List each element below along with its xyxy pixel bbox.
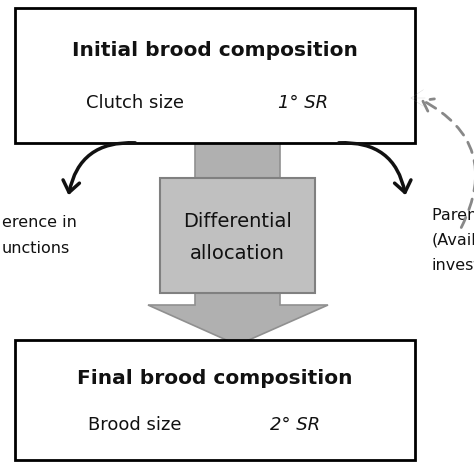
Text: (Availa.: (Availa.	[432, 233, 474, 247]
Text: Parental c: Parental c	[432, 208, 474, 222]
Text: erence in: erence in	[2, 215, 77, 229]
FancyArrowPatch shape	[339, 143, 411, 192]
Text: unctions: unctions	[2, 240, 70, 255]
Bar	[15, 340, 415, 460]
FancyArrowPatch shape	[411, 90, 425, 106]
Text: Final brood composition: Final brood composition	[77, 368, 353, 388]
FancyArrowPatch shape	[422, 99, 474, 228]
Text: Differential: Differential	[183, 212, 292, 231]
Text: 1° SR: 1° SR	[278, 94, 328, 112]
FancyArrowPatch shape	[63, 143, 135, 192]
Text: Clutch size: Clutch size	[86, 94, 184, 112]
Bar	[160, 178, 315, 293]
Polygon shape	[148, 143, 328, 345]
Text: Brood size: Brood size	[88, 416, 182, 434]
Text: allocation: allocation	[190, 244, 285, 263]
Text: investr: investr	[432, 257, 474, 273]
Text: Initial brood composition: Initial brood composition	[72, 40, 358, 60]
Bar	[15, 8, 415, 143]
Text: 2° SR: 2° SR	[270, 416, 320, 434]
